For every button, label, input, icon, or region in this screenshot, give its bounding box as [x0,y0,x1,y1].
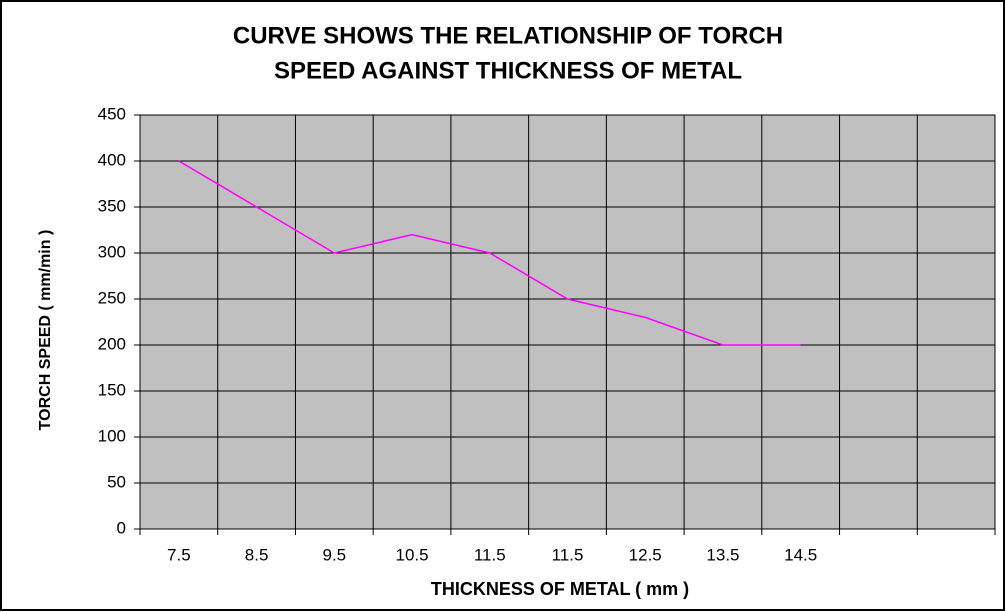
x-axis-label: THICKNESS OF METAL ( mm ) [431,579,689,599]
y-tick-label: 300 [98,242,126,261]
x-tick-label: 7.5 [167,545,191,564]
plot-area [139,114,996,530]
data-line [178,160,801,346]
x-tick-label: 10.5 [395,545,428,564]
y-tick-label: 50 [107,472,126,491]
y-tick-label: 150 [98,380,126,399]
x-tick-label: 13.5 [706,545,739,564]
x-tick-label: 12.5 [629,545,662,564]
y-tick-label: 250 [98,288,126,307]
y-tick-label: 350 [98,196,126,215]
x-tick-label: 11.5 [552,545,584,564]
chart-title: CURVE SHOWS THE RELATIONSHIP OF TORCH [233,22,783,49]
x-tick-label: 11.5 [474,545,506,564]
y-tick-label: 100 [98,426,126,445]
y-axis-label: TORCH SPEED ( mm/min ) [37,230,54,431]
y-tick-label: 450 [98,104,126,123]
chart-title: SPEED AGAINST THICKNESS OF METAL [274,57,742,84]
y-tick-label: 0 [117,518,126,537]
y-tick-label: 400 [98,150,126,169]
x-tick-label: 14.5 [784,545,817,564]
x-tick-label: 9.5 [322,545,346,564]
x-tick-label: 8.5 [245,545,269,564]
y-tick-label: 200 [98,334,126,353]
